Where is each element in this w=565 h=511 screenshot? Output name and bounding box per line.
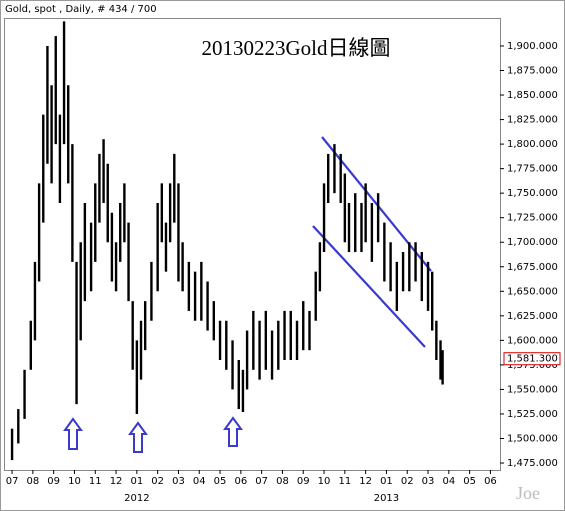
y-tick-label: 1,525.000 [507,409,558,420]
x-tick-label: 03 [422,476,435,487]
x-tick-label: 02 [151,476,164,487]
x-tick-label: 07 [6,476,19,487]
x-tick-label: 09 [297,476,310,487]
x-tick-label: 04 [442,476,455,487]
up-arrow [63,417,83,450]
x-tick-label: 02 [401,476,414,487]
last-value-box [503,352,561,366]
x-tick-label: 01 [380,476,393,487]
x-tick-label: 11 [338,476,351,487]
x-tick-label: 04 [193,476,206,487]
y-tick-label: 1,750.000 [507,188,558,199]
x-tick-label: 12 [359,476,372,487]
x-tick-label: 07 [255,476,268,487]
up-arrow [128,421,148,453]
y-tick-label: 1,675.000 [507,262,558,273]
x-tick-label: 08 [276,476,289,487]
y-tick-label: 1,825.000 [507,115,558,126]
chart-title: 20130223Gold日線圖 [202,36,391,60]
arrows [63,416,243,453]
up-arrow [223,416,243,447]
x-tick-label: 09 [47,476,60,487]
y-tick-label: 1,550.000 [507,384,558,395]
year-label: 2012 [124,493,149,504]
x-tick-label: 12 [110,476,123,487]
y-tick-label: 1,650.000 [507,286,558,297]
header: Gold, spot , Daily, # 434 / 700 [5,4,157,15]
x-tick-label: 01 [130,476,143,487]
y-tick-label: 1,850.000 [507,90,558,101]
x-tick-label: 06 [484,476,497,487]
y-tick-label: 1,875.000 [507,66,558,77]
y-tick-label: 1,700.000 [507,237,558,248]
y-tick-label: 1,625.000 [507,311,558,322]
x-tick-label: 10 [68,476,81,487]
lower-trend-line [312,225,426,348]
x-tick-label: 11 [89,476,102,487]
watermark: Joe [516,483,540,503]
y-tick-label: 1,725.000 [507,213,558,224]
y-tick-label: 1,800.000 [507,139,558,150]
x-tick-label: 03 [172,476,185,487]
y-tick-label: 1,475.000 [507,458,558,469]
x-tick-label: 06 [234,476,247,487]
y-tick-label: 1,575.000 [507,360,558,371]
x-tick-label: 05 [214,476,227,487]
y-tick-label: 1,600.000 [507,335,558,346]
y-tick-label: 1,900.000 [507,41,558,52]
y-tick-label: 1,775.000 [507,164,558,175]
y-tick-label: 1,500.000 [507,433,558,444]
x-tick-label: 08 [27,476,40,487]
x-tick-label: 10 [318,476,331,487]
last-value-label: 1,581.300 [507,354,558,365]
x-tick-label: 05 [463,476,476,487]
year-label: 2013 [374,493,399,504]
plot-frame [4,18,501,471]
